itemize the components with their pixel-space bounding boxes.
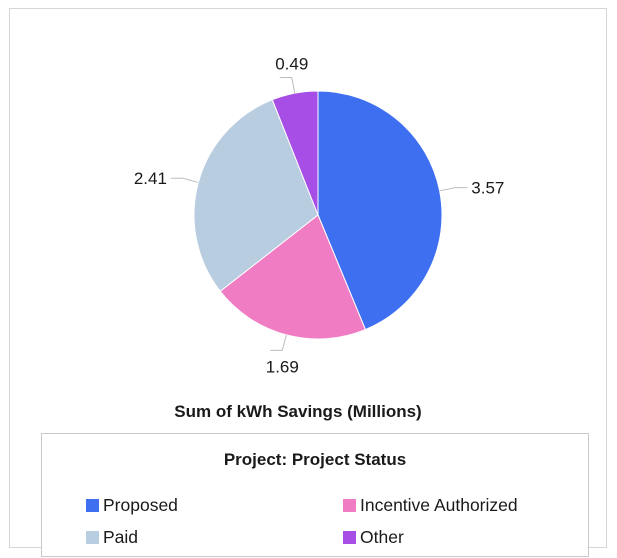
legend-label-other: Other [360,526,404,547]
legend-swatch-incentive-authorized [343,498,356,512]
pie-chart: 3.57 1.69 2.41 0.49 Sum of kWh Savings (Mil… [134,54,505,421]
legend-label-incentive-authorized: Incentive Authorized [360,494,518,515]
pie-slice-other[interactable] [271,90,319,216]
legend-label-proposed: Proposed [103,494,178,515]
legend-title: Project: Project Status [223,450,407,469]
chart-panel: 3.57 1.69 2.41 0.49 Sum of kWh Savings (Mil… [9,8,607,557]
leader-line-other [279,76,296,94]
pie-slice-paid[interactable] [193,99,319,292]
legend-swatch-paid [86,530,99,544]
leader-line-incentive-authorized [270,334,287,351]
legend-swatch-other [343,530,356,544]
legend-item-other[interactable]: Other [343,526,404,548]
leader-line-paid [170,177,199,183]
legend-item-proposed[interactable]: Proposed [86,494,178,516]
legend-label-paid: Paid [103,526,139,547]
data-label-other: 0.49 [275,54,308,73]
chart-legend: Project: Project Status Proposed Incenti… [41,433,589,557]
data-label-proposed: 3.57 [471,179,504,198]
data-label-paid: 2.41 [134,169,167,188]
chart-axis-label: Sum of kWh Savings (Millions) [174,402,421,421]
legend-item-paid[interactable]: Paid [86,526,138,548]
leader-line-proposed [439,187,468,192]
legend-swatch-proposed [86,498,99,512]
legend-item-incentive-authorized[interactable]: Incentive Authorized [343,494,518,516]
data-label-incentive-authorized: 1.69 [266,357,299,376]
pie-slice-proposed[interactable] [317,90,443,331]
